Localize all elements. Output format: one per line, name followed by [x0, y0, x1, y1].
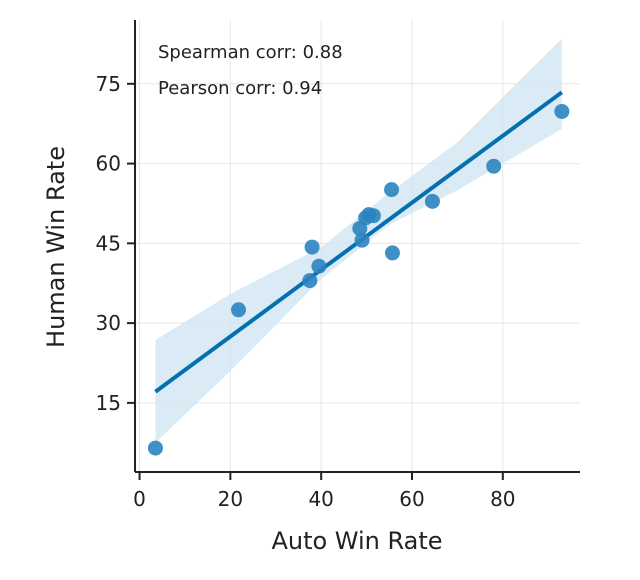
data-point	[424, 193, 440, 209]
x-axis-title: Auto Win Rate	[271, 527, 442, 555]
data-point	[147, 440, 163, 456]
y-tick-label: 75	[96, 72, 121, 96]
y-axis-title: Human Win Rate	[42, 146, 70, 348]
x-axis-ticks: 0 20 40 60 80	[133, 472, 516, 511]
data-point	[384, 182, 400, 198]
y-tick-label: 45	[96, 231, 121, 255]
x-tick-label: 20	[218, 487, 243, 511]
y-tick-label: 60	[96, 152, 121, 176]
x-tick-label: 40	[308, 487, 333, 511]
data-point	[384, 245, 400, 261]
data-points	[147, 103, 570, 456]
data-point	[486, 158, 502, 174]
data-point	[354, 232, 370, 248]
data-point	[311, 258, 327, 274]
x-tick-label: 80	[490, 487, 515, 511]
pearson-annotation: Pearson corr: 0.94	[158, 78, 322, 99]
data-point	[365, 208, 381, 224]
data-point	[304, 239, 320, 255]
y-axis-ticks: 15 30 45 60 75	[96, 72, 135, 415]
data-point	[554, 103, 570, 119]
spearman-annotation: Spearman corr: 0.88	[158, 42, 343, 63]
y-tick-label: 30	[96, 311, 121, 335]
data-point	[231, 302, 247, 318]
x-tick-label: 60	[399, 487, 424, 511]
data-point	[302, 273, 318, 289]
x-tick-label: 0	[133, 487, 146, 511]
y-tick-label: 15	[96, 391, 121, 415]
